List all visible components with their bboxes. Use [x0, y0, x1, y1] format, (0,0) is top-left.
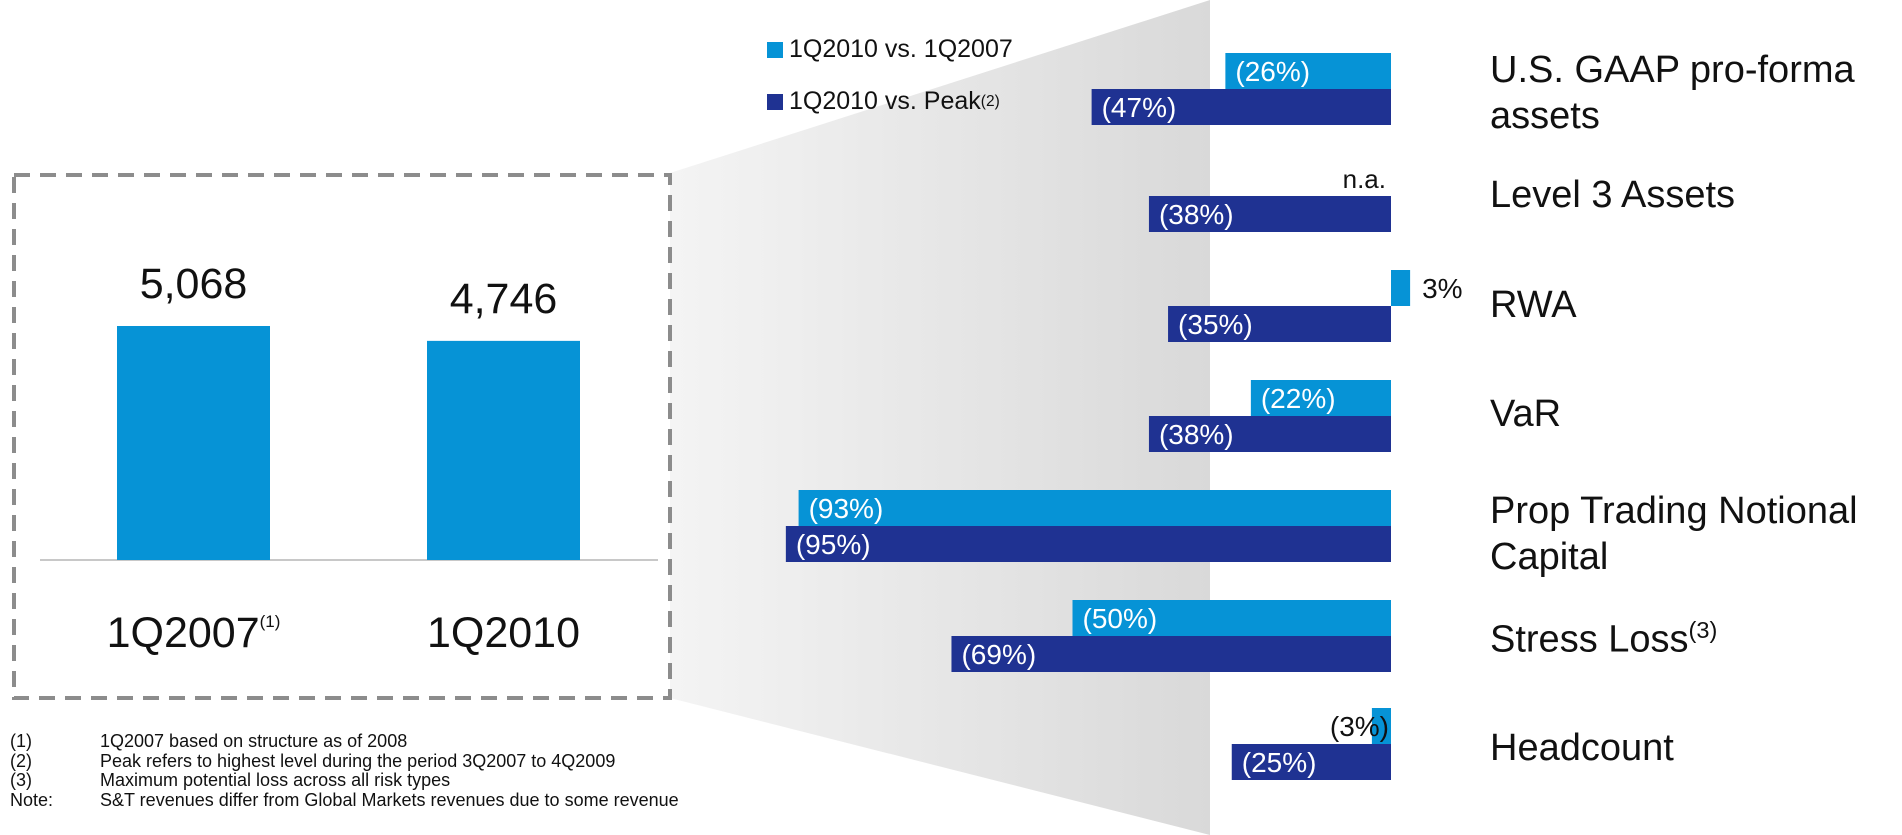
category-label-line: Stress Loss(3): [1490, 617, 1718, 661]
bar: [1231, 744, 1391, 780]
bar-data-label: (35%): [1178, 309, 1253, 340]
legend-swatch: [767, 93, 783, 110]
footnote-2: (2) Peak refers to highest level during t…: [10, 750, 679, 772]
bar: [1168, 306, 1391, 342]
footnote-key: Note:: [10, 789, 54, 810]
bar: [1148, 196, 1391, 232]
left-bar: [427, 340, 580, 560]
category-label: Level 3 Assets: [1490, 172, 1735, 218]
footnote-ref: (3): [1688, 617, 1718, 643]
zoom-funnel: [670, 0, 1210, 835]
bar: [1371, 708, 1391, 744]
left-category-label: 1Q2010: [427, 609, 580, 657]
legend-item: 1Q2010 vs. 1Q2007: [767, 35, 1013, 64]
bar-data-label: (47%): [1102, 92, 1177, 123]
category-label: Stress Loss(3): [1490, 607, 1717, 663]
left-bar-chart: 5,068 1Q2007(1) 4,746 1Q2010: [40, 260, 658, 657]
legend-label: 1Q2010 vs. Peak: [789, 87, 981, 115]
category-label-line: U.S. GAAP pro-forma: [1490, 49, 1855, 91]
bar-data-label: (26%): [1235, 56, 1310, 87]
left-bar: [117, 326, 270, 560]
bar-data-label: (3%): [1330, 711, 1389, 742]
footnote-3: (3) Maximum potential loss across all ris…: [10, 770, 679, 791]
bar: [1072, 600, 1391, 636]
bar: [1250, 380, 1391, 416]
bar-data-label: (50%): [1083, 603, 1158, 634]
footnote-text: 1Q2007 based on structure as of 2008: [100, 731, 408, 751]
bar: [1391, 270, 1411, 306]
category-label-line: Prop Trading Notional: [1490, 490, 1858, 532]
category-label: U.S. GAAP pro-forma assets: [1490, 47, 1855, 139]
bar-data-label: (25%): [1242, 747, 1317, 778]
bar-data-label: (69%): [961, 639, 1036, 670]
category-label: VaR: [1490, 391, 1561, 437]
bar-data-label: n.a.: [1343, 164, 1386, 194]
bar-data-label: (93%): [809, 493, 884, 524]
left-bar-value-label: 4,746: [450, 275, 558, 323]
footnote-key: (1): [10, 731, 32, 751]
bar: [1148, 416, 1391, 452]
footnote-key: (2): [10, 750, 32, 771]
footnote-ref: (2): [980, 92, 1000, 110]
bar: [1091, 89, 1391, 125]
category-label-line: VaR: [1490, 393, 1562, 435]
left-bar-value-label: 5,068: [140, 260, 248, 308]
bar: [798, 490, 1391, 526]
legend-item: 1Q2010 vs. Peak (2): [767, 87, 1000, 116]
bar: [1225, 53, 1391, 89]
category-label-line: assets: [1490, 95, 1600, 137]
category-label: Prop Trading Notional Capital: [1490, 488, 1858, 580]
category-label-line: Capital: [1490, 536, 1609, 578]
bar: [951, 636, 1391, 672]
category-label-line: Headcount: [1490, 727, 1674, 769]
footnote-ref: (1): [260, 612, 281, 631]
bar-data-label: (22%): [1261, 383, 1336, 414]
category-label-line: RWA: [1490, 284, 1577, 326]
footnote-text: Maximum potential loss across all risk t…: [100, 770, 451, 790]
category-label: Headcount: [1490, 725, 1674, 771]
bar-data-label: 3%: [1422, 273, 1462, 304]
footnotes: (1) 1Q2007 based on structure as of 2008 …: [10, 731, 679, 811]
bar-data-label: (38%): [1159, 199, 1234, 230]
right-bar-chart: (26%) (47%) n.a. (38%) 3% (35%) (22%) (38%) (93%…: [785, 53, 1463, 780]
bar-data-label: (95%): [796, 529, 871, 560]
footnote-1: (1) 1Q2007 based on structure as of 2008: [10, 731, 679, 752]
category-label-line: Level 3 Assets: [1490, 174, 1736, 216]
left-category-label: 1Q2007(1): [107, 609, 281, 657]
legend-label: 1Q2010 vs. 1Q2007: [789, 35, 1013, 63]
bar-data-label: (38%): [1159, 419, 1234, 450]
bar: [785, 526, 1391, 562]
category-label: RWA: [1490, 282, 1577, 328]
footnote-note: Note: S&T revenues differ from Global Mar…: [10, 789, 679, 811]
legend-swatch: [767, 41, 783, 58]
footnote-text: S&T revenues differ from Global Markets …: [100, 789, 679, 810]
footnote-text: Peak refers to highest level during the …: [100, 750, 616, 771]
footnote-key: (3): [10, 770, 32, 790]
